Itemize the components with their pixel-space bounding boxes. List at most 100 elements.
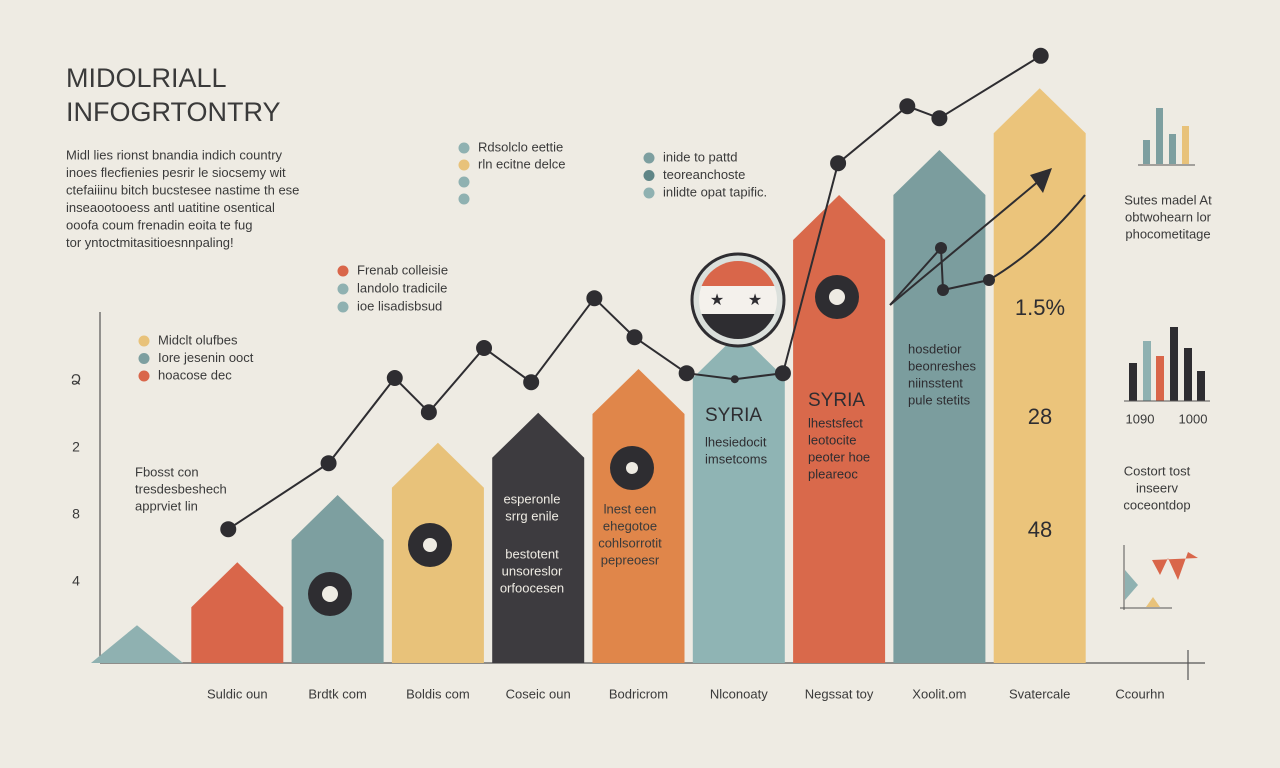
- line-point: [586, 290, 603, 307]
- intro-line: Midl lies rionst bnandia indich country: [66, 147, 283, 162]
- line-point: [320, 455, 337, 472]
- icon-glyphs: [322, 289, 845, 602]
- x-tick-label: Coseic oun: [506, 686, 571, 701]
- flag-white: [699, 286, 777, 314]
- annotation: SYRIA: [705, 405, 762, 426]
- line-point: [1032, 47, 1049, 64]
- line-point: [220, 521, 237, 538]
- x-tick-label: Xoolit.om: [912, 686, 966, 701]
- annotation: srrg enile: [505, 508, 558, 523]
- mini-shape: [1125, 570, 1138, 600]
- dot: [458, 176, 470, 188]
- legend-label: inlidte opat tapific.: [663, 184, 767, 199]
- x-tick-label: Svatercale: [1009, 686, 1070, 701]
- annotation: bestotent: [505, 546, 559, 561]
- y-tick-label: 2: [72, 439, 80, 455]
- legend-swatch: [458, 159, 470, 171]
- legend-label: ioe lisadisbsud: [357, 298, 442, 313]
- x-tick-label: Ccourhn: [1115, 686, 1164, 701]
- legend-swatch: [138, 370, 150, 382]
- intro-line: ctefaiiinu bitch bucstesee nastime th es…: [66, 182, 299, 197]
- mini-bar: [1129, 363, 1137, 401]
- legend-label: hoacose dec: [158, 367, 232, 382]
- legend-swatch: [643, 152, 655, 164]
- y-tick-label: Ձ: [71, 372, 82, 388]
- glyph: [322, 586, 338, 602]
- annotation: imsetcoms: [705, 451, 768, 466]
- mini-bar: [1184, 348, 1192, 401]
- annotation: niinsstent: [908, 375, 963, 390]
- dot: [458, 193, 470, 205]
- trend-arrow: [889, 179, 1041, 306]
- arrow-head: [1030, 168, 1052, 193]
- mini-bar: [1169, 134, 1176, 164]
- line-point: [830, 155, 847, 172]
- line-point: [678, 365, 695, 382]
- annotation: unsoreslor: [502, 563, 563, 578]
- annotation: cohlsorrotit: [598, 535, 662, 550]
- intro-line: tor yntoctmitasitioesnnpaling!: [66, 235, 234, 250]
- annotation: inseerv: [1136, 480, 1178, 495]
- flag-star: ★: [710, 292, 724, 309]
- bar: [592, 369, 685, 663]
- legend-label: inide to pattd: [663, 149, 737, 164]
- line-point: [899, 98, 916, 115]
- line-point: [730, 375, 739, 384]
- annotation: lhesiedocit: [705, 434, 767, 449]
- intro-line: inseaootooess antl uatitine osentical: [66, 200, 275, 215]
- mini-chart: [1124, 327, 1210, 402]
- mini-chart: [1138, 108, 1195, 166]
- legend-label: Frenab colleisie: [357, 262, 448, 277]
- x-tick-label: Boldis com: [406, 686, 470, 701]
- line-point: [931, 110, 948, 127]
- legend-swatch: [138, 353, 150, 364]
- annotation: leotocite: [808, 432, 856, 447]
- annotation: obtwohearn lor: [1125, 209, 1212, 224]
- mini-bar: [1182, 126, 1189, 164]
- x-tick-label: Negssat toy: [805, 686, 874, 701]
- line-point: [523, 374, 540, 391]
- legend-label: teoreanchoste: [663, 167, 745, 182]
- annotation: orfoocesen: [500, 580, 564, 595]
- annotation: tresdesbeshech: [135, 481, 227, 496]
- x-tick-label: Suldic oun: [207, 686, 268, 701]
- line-point: [386, 370, 403, 386]
- annotation: ehegotoe: [603, 518, 657, 533]
- annotation: Sutes madel At: [1124, 192, 1212, 207]
- mini-bar: [1197, 371, 1205, 401]
- trend-dots: [935, 242, 995, 296]
- legend-label: landolo tradicile: [357, 280, 447, 295]
- flag: ★ ★: [690, 252, 786, 348]
- legend-swatch: [337, 265, 349, 277]
- legend-swatch: [337, 301, 349, 313]
- legend-swatch: [643, 170, 655, 181]
- mini-bar: [1170, 327, 1178, 401]
- annotation: hosdetior: [908, 341, 962, 356]
- flag-star: ★: [748, 292, 762, 309]
- annotation: Costort tost: [1124, 463, 1191, 478]
- mini-shape: [1152, 552, 1198, 580]
- bar: [893, 150, 986, 663]
- bar: [993, 88, 1086, 663]
- bars: [91, 88, 1086, 663]
- bar: [492, 412, 585, 663]
- annotation: esperonle: [503, 491, 560, 506]
- dot: [937, 284, 949, 296]
- legend-dots-extra: [458, 176, 470, 205]
- annotation: pleareoc: [808, 466, 858, 481]
- legend-swatch: [643, 187, 655, 199]
- intro-line: ooofa coum frenadin eoita te fug: [66, 217, 252, 232]
- dot: [983, 274, 995, 286]
- mini-bar: [1143, 140, 1150, 164]
- annotation: SYRIA: [808, 390, 865, 411]
- dot: [935, 242, 947, 254]
- title-line: MIDOLRIALL: [66, 63, 227, 93]
- x-tick-label: Bodricrom: [609, 686, 668, 701]
- glyph: [626, 462, 638, 474]
- legend-swatch: [138, 335, 150, 347]
- annotation: 48: [1028, 517, 1052, 542]
- line-point: [774, 365, 791, 382]
- legend-swatch: [458, 142, 470, 154]
- line-point: [626, 329, 643, 346]
- annotation: lhestsfect: [808, 415, 863, 430]
